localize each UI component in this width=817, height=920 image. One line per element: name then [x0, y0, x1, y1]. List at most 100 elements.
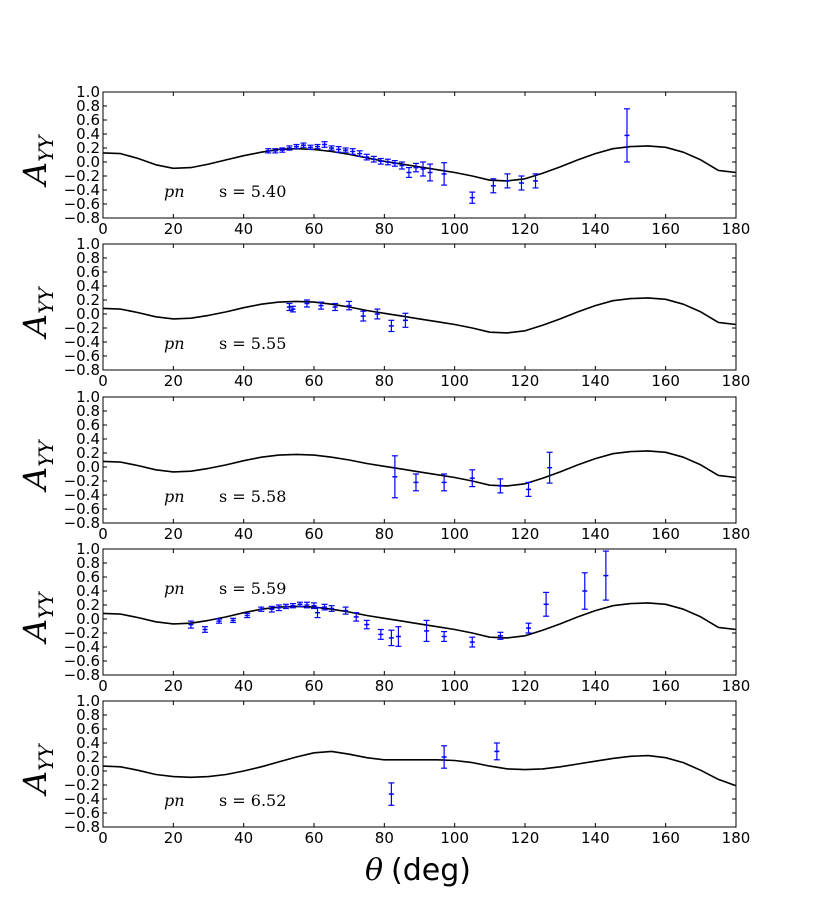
data-point — [441, 630, 448, 643]
y-tick-label: −0.8 — [64, 666, 100, 684]
model-curve — [102, 145, 737, 182]
y-tick-label: −0.6 — [64, 804, 100, 822]
y-tick-label: 0.2 — [76, 596, 100, 614]
data-point — [296, 601, 303, 608]
data-point — [543, 591, 550, 617]
y-tick-label: 0.2 — [76, 444, 100, 462]
data-point — [286, 302, 293, 312]
panel-frame — [102, 700, 737, 828]
data-point — [360, 310, 367, 322]
model-curve — [102, 450, 737, 487]
y-tick-label: −0.4 — [64, 790, 100, 808]
energy-label: s = 6.52 — [219, 791, 286, 810]
data-point — [328, 145, 335, 151]
x-tick-label: 180 — [722, 677, 751, 695]
data-point — [356, 150, 363, 157]
data-point — [412, 162, 419, 173]
data-point — [311, 602, 317, 610]
panel-frame — [102, 91, 737, 219]
data-point — [353, 612, 360, 622]
x-tick-label: 80 — [375, 372, 394, 390]
y-tick-label: 0.0 — [76, 610, 100, 628]
panel-3: 1.00.80.60.40.20.0−0.2−0.4−0.6−0.80 20 40 6… — [16, 388, 750, 543]
reaction-label: pn — [164, 791, 185, 810]
x-tick-label: 80 — [375, 829, 394, 847]
x-tick-label: 100 — [440, 525, 469, 543]
y-tick-label: 0.8 — [76, 554, 100, 572]
data-point — [272, 148, 279, 154]
x-tick-label: 40 — [234, 677, 253, 695]
panels-layer: 1.00.80.60.40.20.0−0.2−0.4−0.6−0.80 20 40 6… — [16, 83, 750, 847]
x-tick-label: 140 — [581, 525, 610, 543]
data-point — [303, 601, 310, 609]
data-point — [623, 108, 630, 163]
x-tick-label: 20 — [164, 220, 183, 238]
x-tick-label: 40 — [234, 220, 253, 238]
y-tick-label: 0.2 — [76, 291, 100, 309]
panel-2: 1.00.80.60.40.20.0−0.2−0.4−0.6−0.80 20 40 6… — [16, 235, 750, 390]
y-tick-label: 0.4 — [76, 430, 100, 448]
panel-frame — [102, 243, 737, 371]
data-point — [187, 620, 194, 629]
x-tick-label: 140 — [581, 220, 610, 238]
y-tick-label: 0.4 — [76, 277, 100, 295]
y-tick-label: 1.0 — [76, 235, 100, 253]
y-tick-label: −0.2 — [64, 167, 100, 185]
data-point — [370, 155, 377, 163]
x-tick-label: 120 — [511, 677, 540, 695]
x-tick-label: 80 — [375, 525, 394, 543]
data-point — [318, 301, 325, 310]
x-tick-label: 120 — [511, 372, 540, 390]
data-point — [282, 603, 289, 610]
x-tick-label: 120 — [511, 220, 540, 238]
y-tick-label: 0.6 — [76, 568, 100, 586]
data-point — [265, 148, 272, 154]
reaction-label: pn — [164, 487, 185, 506]
panel-1: 1.00.80.60.40.20.0−0.2−0.4−0.6−0.80 20 40 6… — [16, 83, 750, 238]
data-point — [518, 175, 525, 191]
y-tick-label: 0.6 — [76, 111, 100, 129]
data-point — [497, 478, 504, 494]
x-tick-label: 120 — [511, 525, 540, 543]
y-tick-label: −0.2 — [64, 472, 100, 490]
x-axis-title-text: θ (deg) — [365, 853, 471, 888]
x-tick-label: 20 — [164, 525, 183, 543]
x-tick-label: 0 — [98, 372, 108, 390]
data-point — [268, 605, 275, 613]
data-point — [441, 745, 448, 769]
y-axis-title-main: A — [16, 162, 54, 188]
data-point — [321, 603, 328, 611]
y-axis-title-sub: YY — [34, 743, 58, 771]
x-tick-label: 120 — [511, 829, 540, 847]
x-tick-label: 160 — [651, 220, 680, 238]
data-point — [201, 626, 208, 633]
y-tick-label: 0.4 — [76, 582, 100, 600]
y-axis-title: AYY — [16, 591, 58, 645]
y-tick-label: 0.4 — [76, 125, 100, 143]
energy-label: s = 5.40 — [219, 182, 286, 201]
data-point — [342, 147, 349, 153]
data-point — [388, 629, 395, 647]
y-tick-label: −0.6 — [64, 500, 100, 518]
data-point — [314, 607, 321, 619]
y-tick-label: 1.0 — [76, 540, 100, 558]
y-axis-title-main: A — [16, 467, 54, 493]
y-axis-title-main: A — [16, 619, 54, 645]
data-point — [391, 455, 398, 499]
y-tick-label: 0.4 — [76, 734, 100, 752]
y-tick-label: −0.4 — [64, 638, 100, 656]
x-tick-label: 180 — [722, 829, 751, 847]
data-point — [289, 602, 296, 609]
x-tick-label: 60 — [304, 677, 323, 695]
panel-4: 1.00.80.60.40.20.0−0.2−0.4−0.6−0.80 20 40 6… — [16, 540, 750, 695]
y-axis-title-main: A — [16, 314, 54, 340]
data-point — [490, 178, 497, 194]
y-tick-label: −0.2 — [64, 319, 100, 337]
data-point — [332, 302, 339, 312]
x-axis-title: θ (deg) — [365, 853, 471, 888]
y-tick-label: 0.8 — [76, 249, 100, 267]
y-axis-title-sub: YY — [34, 439, 58, 467]
data-point — [286, 145, 293, 151]
x-tick-label: 60 — [304, 829, 323, 847]
x-tick-label: 0 — [98, 525, 108, 543]
